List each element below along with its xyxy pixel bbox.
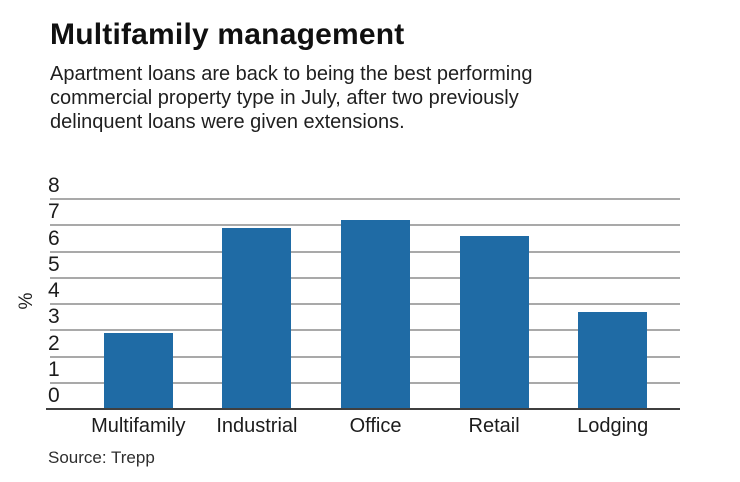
y-tick-label-6: 6 — [48, 226, 60, 250]
y-tick-label-8: 8 — [48, 174, 60, 197]
y-tick-label-7: 7 — [48, 200, 60, 224]
chart-subtitle-line-3: delinquent loans were given extensions. — [50, 111, 405, 133]
bar-multifamily — [103, 332, 173, 408]
bar-retail — [459, 235, 529, 408]
chart-subtitle-line-1: Apartment loans are back to being the be… — [50, 63, 533, 85]
chart-subtitle-line-2: commercial property type in July, after … — [50, 87, 519, 109]
y-tick-label-0: 0 — [48, 384, 60, 407]
y-tick-label-2: 2 — [48, 331, 60, 355]
y-tick-label-5: 5 — [48, 252, 60, 276]
bar-office — [341, 220, 410, 408]
bar-industrial — [222, 227, 292, 408]
x-category-label-retail: Retail — [468, 415, 520, 437]
x-axis-line — [46, 408, 680, 410]
gridline-y-8 — [50, 198, 680, 200]
y-tick-label-1: 1 — [48, 357, 60, 381]
y-tick-label-3: 3 — [48, 305, 60, 329]
y-tick-label-4: 4 — [48, 279, 60, 302]
source-note: Source: Trepp — [48, 448, 155, 467]
chart-title: Multifamily management — [50, 18, 405, 51]
x-category-label-industrial: Industrial — [216, 415, 298, 437]
x-category-label-office: Office — [349, 415, 402, 437]
x-category-label-multifamily: Multifamily — [91, 415, 186, 437]
bar-lodging — [578, 311, 648, 408]
x-category-label-lodging: Lodging — [577, 415, 649, 437]
y-axis-title: % — [16, 292, 37, 310]
